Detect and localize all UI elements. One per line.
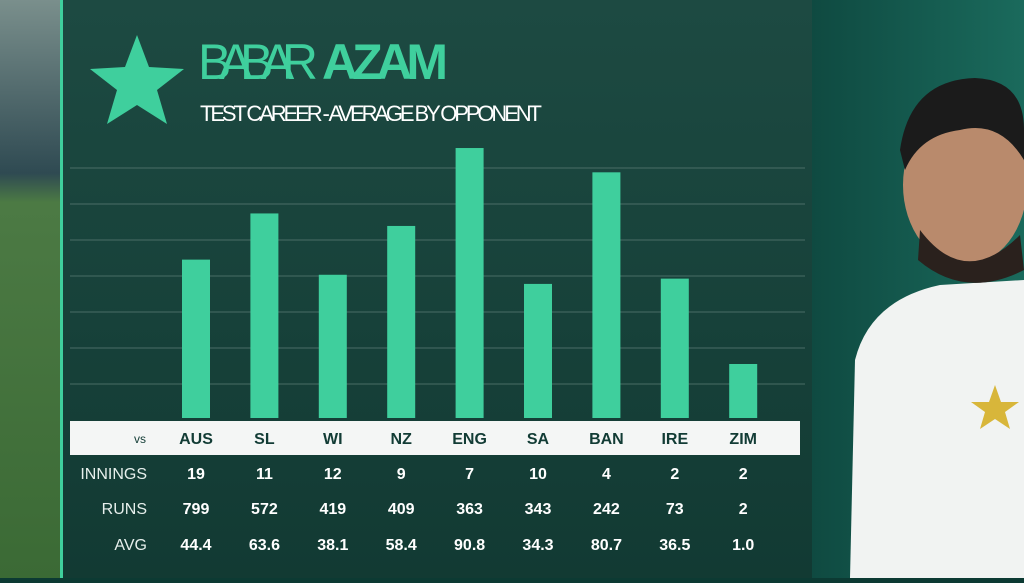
- table-cell: 572: [251, 501, 278, 518]
- logo: [90, 35, 184, 124]
- value-label: 63.6: [249, 537, 280, 554]
- value-label: 36.5: [659, 537, 690, 554]
- value-label: 58.4: [386, 537, 417, 554]
- table-cell: 12: [324, 466, 342, 483]
- bar: [455, 148, 484, 418]
- table-cell: 2: [670, 466, 679, 483]
- table-cell: 409: [388, 501, 415, 518]
- bar: [729, 363, 758, 418]
- table-cell: 363: [456, 501, 483, 518]
- table-cell: 11: [256, 466, 273, 483]
- table-cell: 419: [319, 501, 346, 518]
- bar: [387, 225, 416, 418]
- title-last: AZAM: [322, 34, 448, 90]
- row-label: RUNS: [102, 501, 147, 518]
- value-label: 80.7: [591, 537, 622, 554]
- category-label: IRE: [661, 431, 688, 448]
- category-label: ZIM: [729, 431, 757, 448]
- value-label: 1.0: [732, 537, 754, 554]
- subtitle: TEST CAREER - AVERAGE BY OPPONENT: [200, 101, 542, 126]
- value-label: 34.3: [522, 537, 553, 554]
- value-label: 38.1: [317, 537, 348, 554]
- bar: [592, 172, 621, 418]
- player-figure: [850, 78, 1024, 578]
- category-label: WI: [323, 431, 343, 448]
- stadium-backdrop: [0, 0, 60, 578]
- value-label: 90.8: [454, 537, 485, 554]
- header-row: [70, 421, 800, 455]
- table-cell: 799: [183, 501, 210, 518]
- row-label: AVG: [114, 537, 147, 554]
- table-cell: 242: [593, 501, 620, 518]
- table-cell: 10: [529, 466, 547, 483]
- value-label: 44.4: [180, 537, 211, 554]
- row-label: INNINGS: [80, 466, 147, 483]
- category-label: AUS: [179, 431, 213, 448]
- category-label: SL: [254, 431, 275, 448]
- row-header: vs: [134, 432, 146, 446]
- table-cell: 4: [602, 466, 611, 483]
- panel-edge: [60, 0, 63, 578]
- table-cell: 7: [465, 466, 474, 483]
- bar: [182, 259, 210, 418]
- table-cell: 2: [739, 466, 748, 483]
- table-cell: 19: [187, 466, 205, 483]
- bar: [524, 283, 552, 418]
- category-label: SA: [527, 431, 550, 448]
- bar: [660, 278, 689, 418]
- category-label: BAN: [589, 431, 624, 448]
- title-first: BABAR: [198, 34, 318, 90]
- table-cell: 343: [525, 501, 552, 518]
- table-cell: 73: [666, 501, 684, 518]
- table-cell: 9: [397, 466, 406, 483]
- bar: [250, 213, 279, 418]
- category-label: NZ: [391, 431, 413, 448]
- table-cell: 2: [739, 501, 748, 518]
- category-label: ENG: [452, 431, 487, 448]
- bar: [318, 274, 347, 418]
